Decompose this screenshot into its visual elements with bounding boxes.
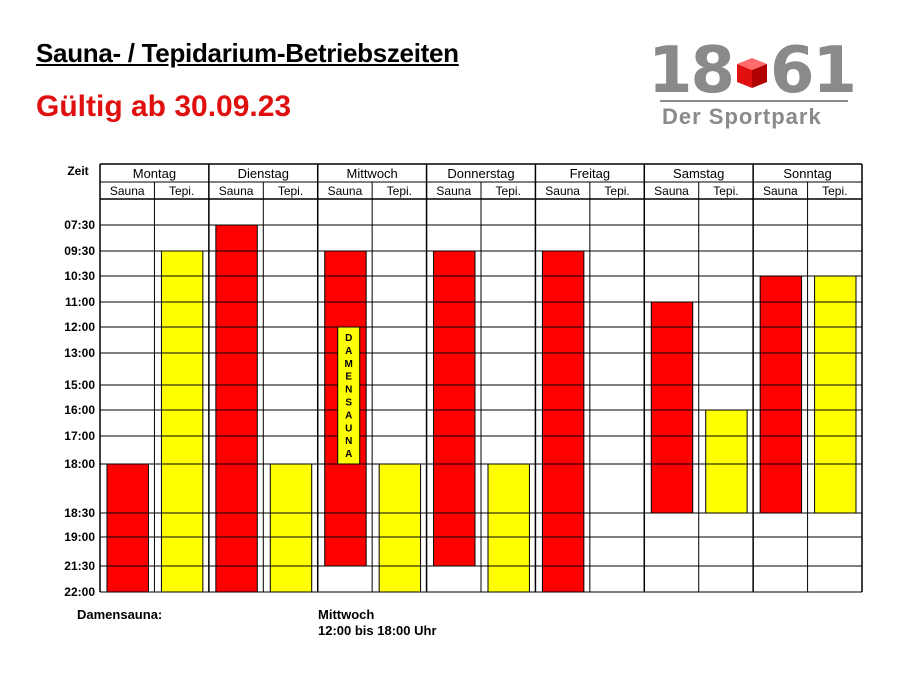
time-tick-label: 12:00 <box>64 320 95 334</box>
valid-from-subtitle: Gültig ab 30.09.23 <box>36 90 292 123</box>
damensauna-letter: A <box>345 346 352 357</box>
bar-sonntag-sauna <box>759 275 803 514</box>
sportpark-logo: 18 61 Der Sportpark <box>648 34 857 132</box>
sub-header-tepi: Tepi. <box>278 184 303 198</box>
damensauna-letter: N <box>345 385 352 396</box>
damensauna-marker <box>337 326 361 465</box>
logo-cube-icon <box>737 58 767 88</box>
time-tick-label: 22:00 <box>64 585 95 599</box>
bar-freitag-sauna <box>541 250 585 593</box>
time-tick-label: 15:00 <box>64 378 95 392</box>
note-day: Mittwoch <box>318 607 375 622</box>
bar-donnerstag-sauna <box>433 250 476 567</box>
damensauna-letter: D <box>345 333 352 344</box>
sub-header-sauna: Sauna <box>763 184 798 198</box>
bar-dienstag-sauna <box>215 224 258 593</box>
bar-samstag-tepi <box>705 409 748 514</box>
bar-mittwoch-tepi <box>378 463 422 593</box>
time-tick-label: 11:00 <box>65 295 95 309</box>
damensauna-letter: M <box>345 359 353 370</box>
day-header-samstag: Samstag <box>673 166 724 181</box>
time-tick-label: 16:00 <box>64 403 95 417</box>
damensauna-letter: N <box>345 436 352 447</box>
logo-number-left: 18 <box>648 34 735 108</box>
logo-number-right: 61 <box>770 34 857 108</box>
sub-header-tepi: Tepi. <box>387 184 412 198</box>
bar-montag-sauna <box>106 463 149 593</box>
logo-name: Der Sportpark <box>662 104 822 129</box>
sub-header-sauna: Sauna <box>219 184 254 198</box>
sub-header-sauna: Sauna <box>654 184 689 198</box>
page-title: Sauna- / Tepidarium-Betriebszeiten <box>36 38 459 68</box>
damensauna-letter: S <box>345 398 352 409</box>
time-tick-label: 17:00 <box>64 429 95 443</box>
sub-header-sauna: Sauna <box>436 184 471 198</box>
time-header: Zeit <box>67 164 88 178</box>
day-header-dienstag: Dienstag <box>238 166 289 181</box>
time-tick-label: 18:00 <box>64 457 95 471</box>
damensauna-letter: U <box>345 423 352 434</box>
bar-sonntag-tepi <box>814 275 857 514</box>
bar-donnerstag-tepi <box>487 463 530 593</box>
damensauna-letter: A <box>345 449 352 460</box>
day-header-sonntag: Sonntag <box>783 166 831 181</box>
day-header-donnerstag: Donnerstag <box>447 166 514 181</box>
bar-samstag-sauna <box>650 301 694 514</box>
day-header-montag: Montag <box>133 166 176 181</box>
damensauna-letter: A <box>345 410 352 421</box>
logo-divider <box>660 100 848 102</box>
sub-header-tepi: Tepi. <box>496 184 521 198</box>
time-tick-label: 18:30 <box>64 506 95 520</box>
note-label: Damensauna: <box>77 607 163 622</box>
time-tick-label: 21:30 <box>64 559 95 573</box>
sub-header-tepi: Tepi. <box>169 184 194 198</box>
time-tick-label: 07:30 <box>64 218 95 232</box>
sub-header-sauna: Sauna <box>110 184 145 198</box>
sub-header-tepi: Tepi. <box>822 184 847 198</box>
time-tick-label: 09:30 <box>64 244 95 258</box>
day-header-mittwoch: Mittwoch <box>346 166 397 181</box>
sub-header-sauna: Sauna <box>328 184 363 198</box>
time-tick-label: 13:00 <box>64 346 95 360</box>
time-tick-label: 19:00 <box>64 530 95 544</box>
note-time: 12:00 bis 18:00 Uhr <box>318 623 437 638</box>
sub-header-tepi: Tepi. <box>604 184 629 198</box>
damensauna-letter: E <box>345 372 352 383</box>
bar-montag-tepi <box>160 250 204 593</box>
sub-header-tepi: Tepi. <box>713 184 738 198</box>
time-tick-label: 10:30 <box>64 269 95 283</box>
sub-header-sauna: Sauna <box>545 184 580 198</box>
bar-dienstag-tepi <box>269 463 313 593</box>
day-header-freitag: Freitag <box>570 166 610 181</box>
